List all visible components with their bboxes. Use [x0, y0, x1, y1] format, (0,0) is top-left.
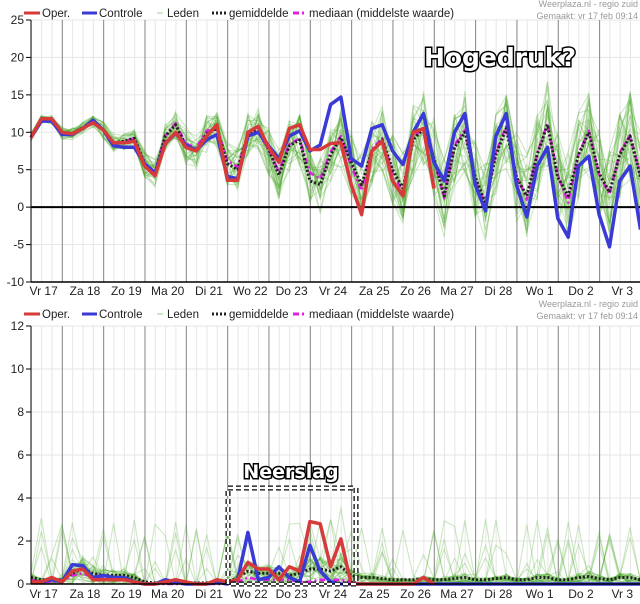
legend-control: Controle — [99, 309, 142, 321]
attribution-source: Weerplaza.nl - regio zuid — [539, 299, 638, 309]
legend-median: mediaan (middelste waarde) — [309, 309, 454, 321]
mean-line — [29, 118, 640, 205]
legend-members: Leden — [167, 309, 199, 321]
x-tick-label: Di 28 — [484, 587, 512, 601]
legend-oper: Oper. — [42, 309, 70, 321]
member-line — [31, 507, 640, 585]
x-tick-label: Wo 1 — [526, 284, 554, 298]
x-tick-label: Ma 27 — [440, 587, 474, 601]
y-tick-label: 20 — [11, 50, 25, 64]
legend-mean: gemiddelde — [229, 309, 288, 321]
x-tick-label: Zo 19 — [111, 284, 142, 298]
x-tick-label: Zo 26 — [400, 587, 431, 601]
x-tick-label: Di 21 — [195, 587, 223, 601]
member-line — [30, 114, 640, 216]
chart-annotation: Hogedruk? — [424, 43, 576, 72]
member-line — [30, 92, 640, 233]
member-line — [30, 522, 640, 585]
x-tick-label: Vr 24 — [319, 587, 348, 601]
attribution-made: Gemaakt: vr 17 feb 09:14 — [536, 11, 638, 21]
annotation-box — [226, 486, 358, 586]
control-line — [29, 95, 640, 249]
y-tick-label: 8 — [17, 405, 24, 419]
chart-annotation: Neerslag — [243, 461, 338, 483]
member-line — [30, 556, 640, 585]
member-line — [30, 536, 640, 585]
x-tick-label: Wo 22 — [233, 284, 268, 298]
x-tick-label: Za 18 — [70, 587, 101, 601]
x-tick-label: Za 18 — [70, 284, 101, 298]
x-tick-label: Do 2 — [568, 284, 594, 298]
y-tick-label: 5 — [17, 163, 24, 177]
y-tick-label: 15 — [11, 88, 25, 102]
x-tick-label: Di 28 — [484, 284, 512, 298]
x-tick-label: Vr 24 — [319, 284, 348, 298]
oper-line — [29, 117, 436, 217]
y-tick-label: 6 — [17, 448, 24, 462]
member-line — [30, 521, 640, 585]
x-tick-label: Vr 17 — [30, 284, 59, 298]
member-line — [30, 97, 640, 220]
legend-mean: gemiddelde — [229, 8, 288, 20]
x-tick-label: Zo 26 — [400, 284, 431, 298]
member-line — [30, 104, 640, 228]
mean-line — [30, 565, 640, 585]
x-tick-label: Wo 22 — [233, 587, 268, 601]
y-tick-label: -10 — [7, 275, 25, 289]
legend-median: mediaan (middelste waarde) — [309, 8, 454, 20]
member-line — [30, 520, 640, 585]
x-tick-label: Vr 17 — [30, 587, 59, 601]
y-tick-label: 2 — [17, 534, 24, 548]
x-tick-label: Di 21 — [195, 284, 223, 298]
y-tick-label: 10 — [11, 362, 25, 376]
y-tick-label: 0 — [17, 200, 24, 214]
member-line — [30, 92, 640, 226]
x-tick-label: Do 2 — [568, 587, 594, 601]
y-tick-label: -5 — [13, 238, 24, 252]
temperature-plot: 25 20 15 10 5 0 -5 -10 Vr 17 Za 18 Zo 19 Ma 20 Di 21… — [7, 13, 640, 298]
x-tick-label: Do 23 — [276, 587, 308, 601]
member-line — [30, 104, 640, 221]
member-line — [30, 519, 640, 585]
x-tick-label: Vr 3 — [612, 587, 634, 601]
legend-members: Leden — [167, 8, 199, 20]
member-line — [30, 109, 640, 221]
y-tick-label: 0 — [17, 577, 24, 591]
x-tick-label: Zo 19 — [111, 587, 142, 601]
y-tick-label: 10 — [11, 125, 25, 139]
attribution-source: Weerplaza.nl - regio zuid — [539, 0, 638, 9]
temperature-legend: Oper. Controle Leden gemiddelde mediaan … — [24, 0, 638, 21]
x-tick-label: Ma 20 — [151, 284, 185, 298]
precipitation-legend: Oper. Controle Leden gemiddelde mediaan … — [24, 299, 638, 321]
y-tick-label: 25 — [11, 13, 25, 27]
x-tick-label: Vr 3 — [612, 284, 634, 298]
precipitation-plot: 12 10 8 6 4 2 0 Vr 17 Za 18 Zo 19 Ma 20 Di 21 Wo 22 D… — [11, 319, 640, 601]
x-tick-label: Wo 1 — [526, 587, 554, 601]
y-tick-label: 4 — [17, 491, 24, 505]
x-tick-label: Ma 20 — [151, 587, 185, 601]
member-line — [30, 534, 640, 585]
x-tick-label: Do 23 — [276, 284, 308, 298]
x-tick-label: Za 25 — [359, 587, 390, 601]
member-line — [30, 520, 640, 585]
member-line — [30, 92, 640, 222]
x-tick-label: Za 25 — [359, 284, 390, 298]
legend-oper: Oper. — [42, 8, 70, 20]
y-tick-label: 12 — [11, 319, 25, 333]
attribution-made: Gemaakt: vr 17 feb 09:14 — [536, 311, 638, 321]
legend-control: Controle — [99, 8, 142, 20]
member-line — [30, 556, 640, 585]
x-tick-label: Ma 27 — [440, 284, 474, 298]
